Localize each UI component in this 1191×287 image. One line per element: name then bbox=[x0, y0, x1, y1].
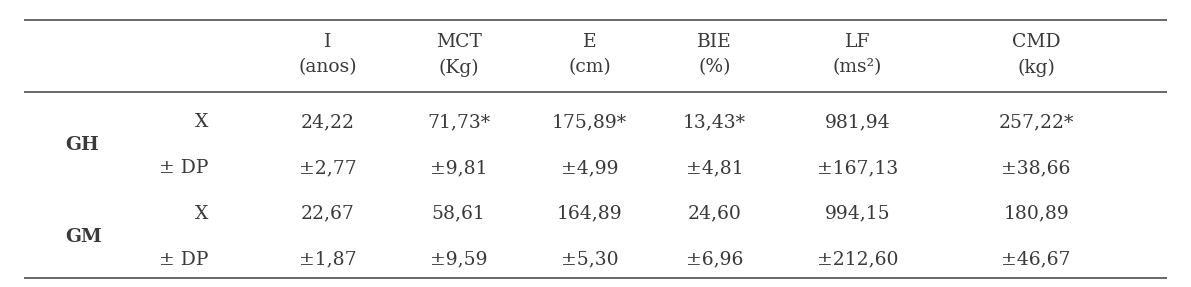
Text: 24,22: 24,22 bbox=[300, 113, 355, 131]
Text: GM: GM bbox=[66, 228, 102, 246]
Text: ±46,67: ±46,67 bbox=[1002, 251, 1071, 269]
Text: E: E bbox=[582, 33, 597, 51]
Text: (anos): (anos) bbox=[298, 59, 357, 76]
Text: 22,67: 22,67 bbox=[300, 205, 355, 223]
Text: ±212,60: ±212,60 bbox=[817, 251, 898, 269]
Text: (Kg): (Kg) bbox=[438, 58, 479, 77]
Text: ±38,66: ±38,66 bbox=[1002, 159, 1071, 177]
Text: 175,89*: 175,89* bbox=[551, 113, 628, 131]
Text: 257,22*: 257,22* bbox=[998, 113, 1074, 131]
Text: 164,89: 164,89 bbox=[556, 205, 623, 223]
Text: 994,15: 994,15 bbox=[824, 205, 891, 223]
Text: X: X bbox=[195, 205, 208, 223]
Text: 24,60: 24,60 bbox=[687, 205, 742, 223]
Text: (kg): (kg) bbox=[1017, 58, 1055, 77]
Text: ±6,96: ±6,96 bbox=[686, 251, 743, 269]
Text: ±2,77: ±2,77 bbox=[299, 159, 356, 177]
Text: 180,89: 180,89 bbox=[1003, 205, 1070, 223]
Text: BIE: BIE bbox=[697, 33, 732, 51]
Text: ±1,87: ±1,87 bbox=[299, 251, 356, 269]
Text: 71,73*: 71,73* bbox=[426, 113, 491, 131]
Text: 981,94: 981,94 bbox=[824, 113, 891, 131]
Text: I: I bbox=[324, 33, 331, 51]
Text: (%): (%) bbox=[698, 59, 731, 76]
Text: ± DP: ± DP bbox=[160, 251, 208, 269]
Text: GH: GH bbox=[66, 136, 99, 154]
Text: X: X bbox=[195, 113, 208, 131]
Text: ±5,30: ±5,30 bbox=[561, 251, 618, 269]
Text: LF: LF bbox=[844, 33, 871, 51]
Text: (cm): (cm) bbox=[568, 59, 611, 76]
Text: ±4,99: ±4,99 bbox=[561, 159, 618, 177]
Text: ± DP: ± DP bbox=[160, 159, 208, 177]
Text: (ms²): (ms²) bbox=[833, 59, 883, 76]
Text: ±4,81: ±4,81 bbox=[686, 159, 743, 177]
Text: ±9,81: ±9,81 bbox=[430, 159, 487, 177]
Text: CMD: CMD bbox=[1012, 33, 1060, 51]
Text: ±9,59: ±9,59 bbox=[430, 251, 487, 269]
Text: 13,43*: 13,43* bbox=[684, 113, 746, 131]
Text: ±167,13: ±167,13 bbox=[817, 159, 898, 177]
Text: 58,61: 58,61 bbox=[431, 205, 486, 223]
Text: MCT: MCT bbox=[436, 33, 481, 51]
